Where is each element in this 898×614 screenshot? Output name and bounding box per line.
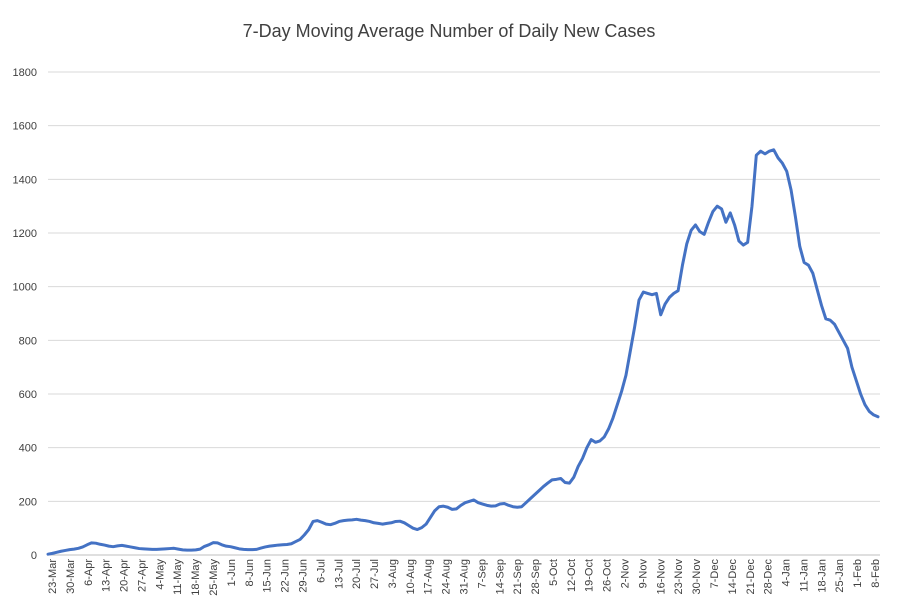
x-tick-label: 16-Nov bbox=[655, 559, 667, 595]
x-tick-label: 1-Feb bbox=[852, 559, 864, 588]
y-tick-label: 1600 bbox=[13, 121, 37, 133]
x-tick-label: 20-Jul bbox=[351, 559, 363, 589]
x-tick-label: 14-Dec bbox=[727, 559, 739, 595]
y-tick-label: 1200 bbox=[13, 228, 37, 240]
x-tick-label: 28-Sep bbox=[530, 559, 542, 594]
x-tick-label: 14-Sep bbox=[494, 559, 506, 594]
x-tick-label: 9-Nov bbox=[637, 559, 649, 589]
x-tick-label: 25-Jan bbox=[834, 559, 846, 593]
x-tick-label: 31-Aug bbox=[459, 559, 471, 594]
x-tick-label: 21-Dec bbox=[745, 559, 757, 595]
y-axis-ticks: 0 200 400 600 800 1000 1200 1400 1600 1800 bbox=[13, 67, 37, 562]
x-tick-label: 23-Nov bbox=[673, 559, 685, 595]
x-tick-label: 18-Jan bbox=[816, 559, 828, 593]
y-tick-label: 200 bbox=[19, 496, 37, 508]
y-tick-label: 1000 bbox=[13, 282, 37, 294]
x-tick-label: 15-Jun bbox=[262, 559, 274, 593]
x-tick-label: 18-May bbox=[190, 559, 202, 596]
x-tick-label: 27-Apr bbox=[136, 559, 148, 592]
y-tick-label: 600 bbox=[19, 389, 37, 401]
x-tick-label: 4-Jan bbox=[781, 559, 793, 587]
y-tick-label: 400 bbox=[19, 443, 37, 455]
x-tick-label: 24-Aug bbox=[441, 559, 453, 594]
x-tick-label: 26-Oct bbox=[602, 559, 614, 592]
y-tick-label: 800 bbox=[19, 335, 37, 347]
x-tick-label: 13-Apr bbox=[101, 559, 113, 592]
x-tick-label: 5-Oct bbox=[548, 559, 560, 586]
x-tick-label: 6-Jul bbox=[315, 559, 327, 583]
y-tick-label: 1400 bbox=[13, 174, 37, 186]
x-tick-label: 4-May bbox=[154, 559, 166, 590]
x-tick-label: 3-Aug bbox=[387, 559, 399, 588]
x-tick-label: 8-Jun bbox=[244, 559, 256, 587]
x-tick-label: 2-Nov bbox=[620, 559, 632, 589]
x-tick-label: 1-Jun bbox=[226, 559, 238, 587]
x-tick-label: 11-Jan bbox=[798, 559, 810, 592]
x-tick-label: 22-Jun bbox=[280, 559, 292, 593]
x-tick-label: 12-Oct bbox=[566, 559, 578, 592]
chart-title: 7-Day Moving Average Number of Daily New… bbox=[243, 21, 656, 41]
x-tick-label: 23-Mar bbox=[47, 559, 59, 594]
y-tick-label: 1800 bbox=[13, 67, 37, 79]
x-tick-label: 20-Apr bbox=[119, 559, 131, 592]
x-tick-label: 25-May bbox=[208, 559, 220, 596]
x-tick-label: 7-Sep bbox=[476, 559, 488, 588]
x-tick-label: 10-Aug bbox=[405, 559, 417, 594]
x-tick-label: 28-Dec bbox=[763, 559, 775, 595]
x-tick-label: 27-Jul bbox=[369, 559, 381, 589]
x-tick-label: 29-Jun bbox=[297, 559, 309, 593]
series-line bbox=[46, 148, 880, 556]
x-tick-label: 11-May bbox=[172, 559, 184, 595]
x-tick-label: 21-Sep bbox=[512, 559, 524, 594]
x-tick-label: 8-Feb bbox=[870, 559, 882, 588]
y-tick-label: 0 bbox=[31, 550, 37, 562]
x-tick-label: 19-Oct bbox=[584, 559, 596, 592]
x-tick-label: 13-Jul bbox=[333, 559, 345, 589]
x-tick-label: 17-Aug bbox=[423, 559, 435, 594]
x-tick-label: 6-Apr bbox=[83, 559, 95, 586]
x-tick-label: 30-Mar bbox=[65, 559, 77, 594]
x-tick-label: 30-Nov bbox=[691, 559, 703, 595]
gridlines bbox=[48, 71, 880, 502]
x-axis-ticks: 23-Mar 30-Mar 6-Apr 13-Apr 20-Apr 27-Apr 4-May… bbox=[47, 559, 882, 596]
x-tick-label: 7-Dec bbox=[709, 559, 721, 589]
